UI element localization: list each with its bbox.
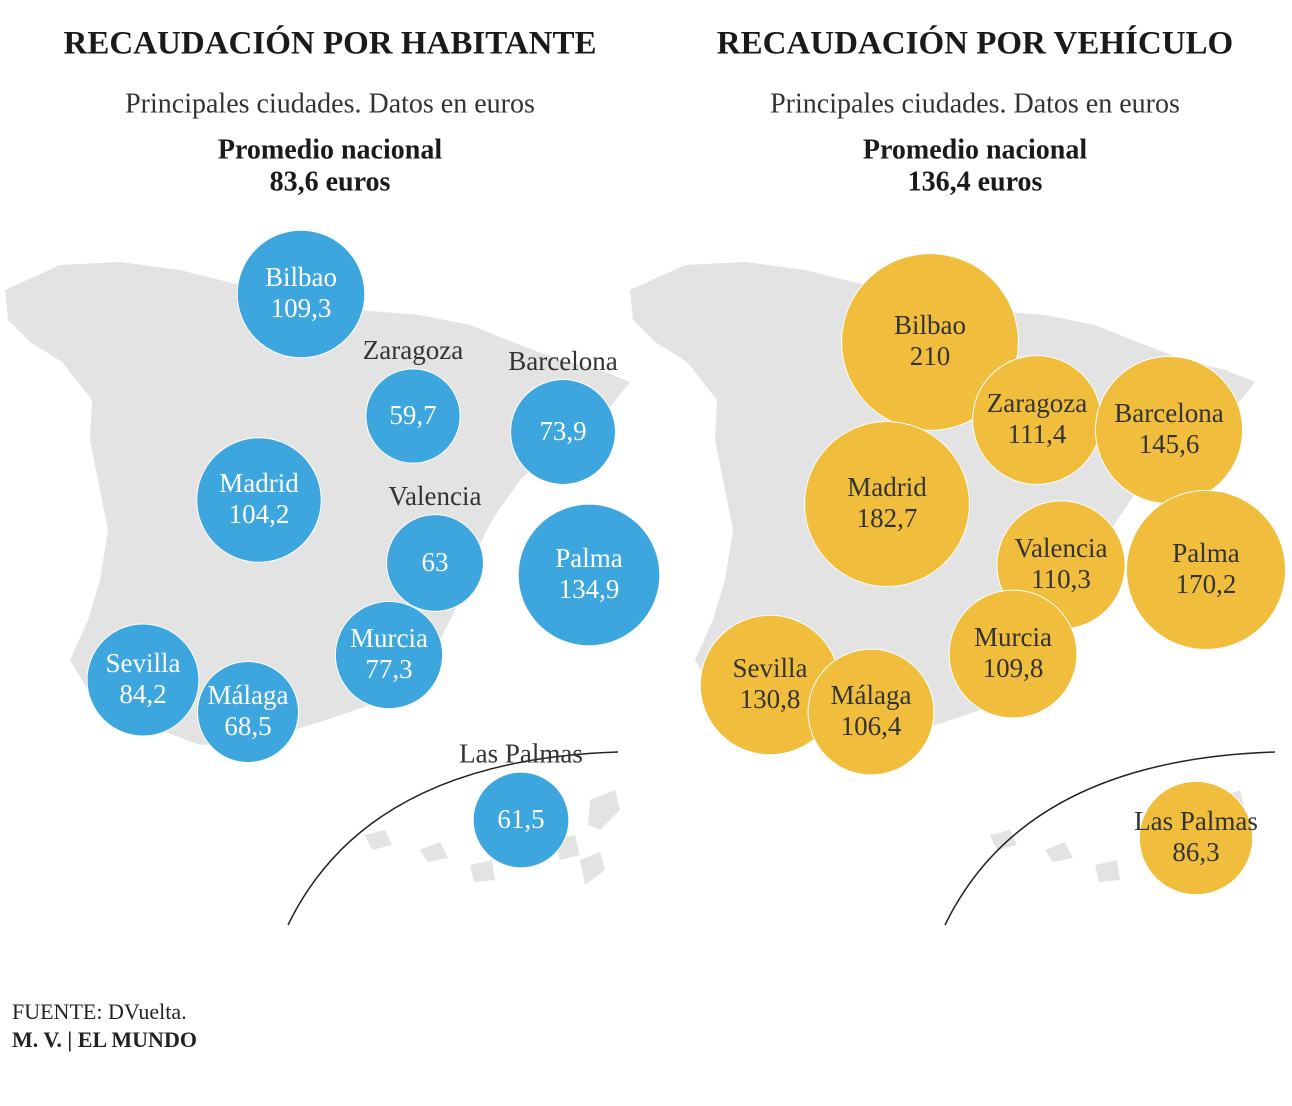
- city-value: 210: [910, 341, 951, 371]
- city-name: Valencia: [1015, 533, 1108, 563]
- city-name: Barcelona: [1114, 398, 1223, 428]
- map-panel: RECAUDACIÓN POR VEHÍCULO Principales ciud…: [630, 24, 1287, 926]
- city-value: 182,7: [857, 503, 918, 533]
- city-value: 68,5: [224, 711, 271, 741]
- city-name: Las Palmas: [459, 738, 583, 768]
- city-bubble: [334, 600, 444, 710]
- city-name: Málaga: [831, 680, 912, 710]
- city-value: 170,2: [1176, 569, 1237, 599]
- city-name: Sevilla: [106, 648, 181, 678]
- city-bubble: [236, 229, 366, 359]
- city-bubble: [807, 648, 935, 776]
- city-value: 110,3: [1031, 564, 1091, 594]
- city-name: Sevilla: [733, 653, 808, 683]
- city-bubble: [472, 771, 570, 869]
- island-shape: [470, 860, 495, 882]
- island-shape: [1045, 842, 1073, 862]
- island-shape: [420, 842, 448, 862]
- city-name: Zaragoza: [363, 335, 463, 365]
- city-value: 109,8: [983, 653, 1044, 683]
- city-bubble: [517, 503, 661, 647]
- city-bubble: [948, 589, 1078, 719]
- city-bubble: [510, 379, 616, 485]
- city-name: Bilbao: [894, 310, 966, 340]
- island-shape: [1095, 860, 1120, 882]
- city-name: Málaga: [208, 680, 289, 710]
- city-value: 145,6: [1139, 429, 1200, 459]
- city-name: Palma: [555, 543, 623, 573]
- panel-title: RECAUDACIÓN POR HABITANTE: [64, 24, 597, 62]
- average-value: 83,6 euros: [270, 166, 391, 197]
- city-value: 61,5: [497, 804, 544, 834]
- city-name: Las Palmas: [1134, 806, 1258, 836]
- island-shape: [580, 852, 605, 885]
- inset-arc: [287, 751, 619, 926]
- city-value: 86,3: [1172, 837, 1219, 867]
- city-value: 77,3: [365, 654, 412, 684]
- city-value: 111,4: [1008, 419, 1067, 449]
- city-bubble: [86, 623, 200, 737]
- city-value: 109,3: [271, 293, 332, 323]
- average-label: Promedio nacional: [863, 134, 1087, 165]
- city-name: Murcia: [974, 622, 1052, 652]
- city-value: 106,4: [841, 711, 902, 741]
- city-value: 73,9: [539, 416, 586, 446]
- island-shape: [990, 830, 1017, 850]
- city-bubble: [841, 253, 1019, 431]
- city-bubble: [196, 437, 322, 563]
- city-bubble: [386, 514, 484, 612]
- island-shape: [365, 830, 392, 850]
- city-name: Madrid: [847, 472, 927, 502]
- city-bubble: [804, 421, 970, 587]
- city-value: 84,2: [119, 679, 166, 709]
- panel-subtitle: Principales ciudades. Datos en euros: [770, 88, 1180, 119]
- city-bubble: [365, 368, 461, 464]
- city-name: Murcia: [350, 623, 428, 653]
- average-value: 136,4 euros: [908, 166, 1043, 197]
- credit: M. V. | EL MUNDO: [12, 1027, 197, 1052]
- panel-title: RECAUDACIÓN POR VEHÍCULO: [717, 24, 1233, 62]
- city-name: Palma: [1172, 538, 1240, 568]
- city-value: 63: [422, 547, 449, 577]
- city-bubble: [1138, 780, 1254, 896]
- island-shape: [588, 790, 620, 830]
- average-label: Promedio nacional: [218, 134, 442, 165]
- city-name: Valencia: [389, 481, 482, 511]
- city-value: 104,2: [229, 499, 290, 529]
- map-panel: RECAUDACIÓN POR HABITANTE Principales ciu…: [5, 24, 661, 926]
- city-name: Madrid: [219, 468, 299, 498]
- city-name: Zaragoza: [987, 388, 1087, 418]
- city-value: 134,9: [559, 574, 620, 604]
- city-value: 59,7: [389, 400, 436, 430]
- city-name: Barcelona: [508, 346, 617, 376]
- city-name: Bilbao: [265, 262, 337, 292]
- city-bubble: [1125, 489, 1287, 651]
- panel-subtitle: Principales ciudades. Datos en euros: [125, 88, 535, 119]
- source: FUENTE: DVuelta.: [12, 999, 187, 1024]
- city-bubble: [197, 661, 299, 763]
- inset-arc: [944, 751, 1276, 926]
- city-value: 130,8: [740, 684, 801, 714]
